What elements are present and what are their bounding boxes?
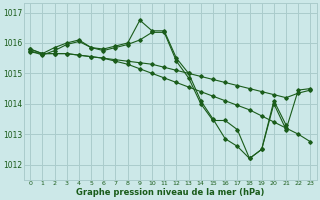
X-axis label: Graphe pression niveau de la mer (hPa): Graphe pression niveau de la mer (hPa)	[76, 188, 265, 197]
